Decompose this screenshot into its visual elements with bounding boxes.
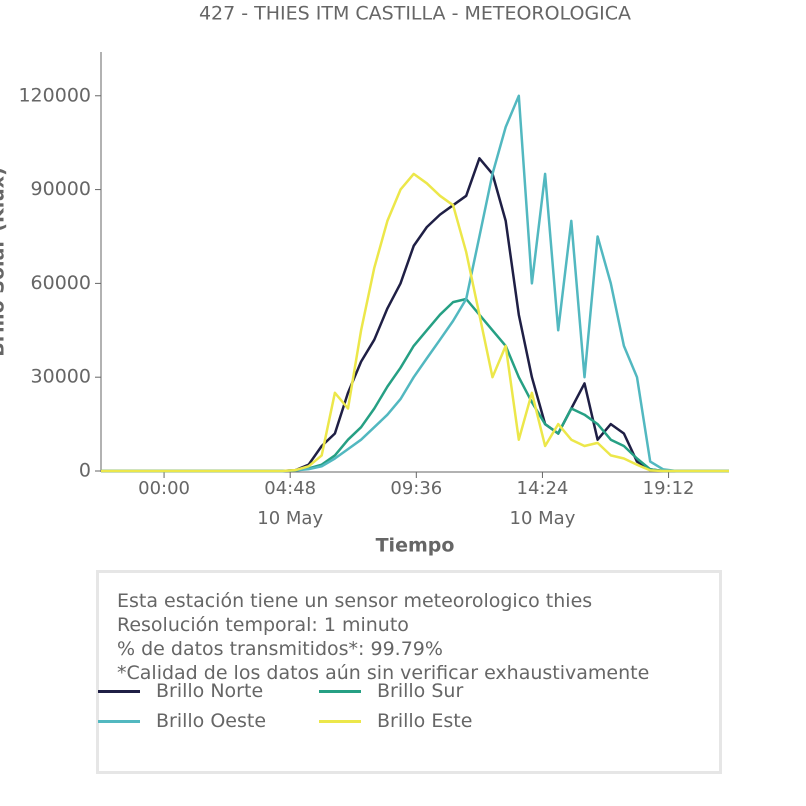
series-line: [101, 172, 729, 473]
legend-label: Brillo Sur: [377, 680, 464, 702]
y-tick-label: 0: [79, 460, 91, 482]
chart-title: 427 - THIES ITM CASTILLA - METEOROLOGICA: [199, 3, 631, 25]
series-line: [101, 297, 729, 473]
info-text: % de datos transmitidos*: 99.79%: [117, 638, 443, 660]
y-tick-label: 30000: [31, 366, 91, 388]
legend-swatch: [98, 720, 140, 723]
legend-label: Brillo Oeste: [156, 710, 267, 732]
info-text: Esta estación tiene un sensor meteorolog…: [117, 590, 593, 612]
legend-label: Brillo Este: [377, 710, 473, 732]
legend-swatch: [319, 690, 361, 693]
legend-entry: Brillo Norte: [98, 680, 264, 702]
x-tick-label: 19:12: [642, 478, 695, 499]
x-tick-label: 09:36: [390, 478, 443, 499]
series-line: [101, 94, 729, 473]
x-tick-label: 04:48 10 May: [257, 478, 324, 529]
legend-entry: Brillo Sur: [319, 680, 464, 702]
info-text: Resolución temporal: 1 minuto: [117, 614, 409, 636]
y-axis-label: Brillo Solar (Klux): [0, 167, 9, 357]
x-tick-label: 14:24 10 May: [509, 478, 576, 529]
y-tick-label: 60000: [31, 272, 91, 294]
legend-entry: Brillo Este: [319, 710, 473, 732]
legend-entry: Brillo Oeste: [98, 710, 267, 732]
info-box: [96, 570, 722, 774]
info-text: *Calidad de los datos aún sin verificar …: [117, 662, 650, 684]
y-tick-label: 120000: [18, 84, 91, 106]
x-tick-label: 00:00: [138, 478, 190, 499]
legend-label: Brillo Norte: [156, 680, 264, 702]
y-tick-label: 90000: [31, 178, 91, 200]
series-line: [101, 157, 729, 473]
legend-swatch: [98, 690, 140, 693]
x-axis-label: Tiempo: [376, 535, 455, 557]
legend-swatch: [319, 720, 361, 723]
